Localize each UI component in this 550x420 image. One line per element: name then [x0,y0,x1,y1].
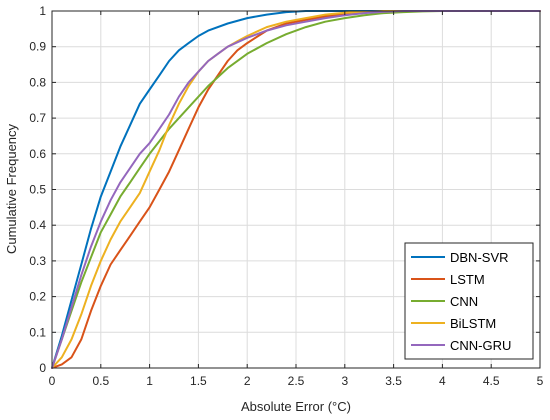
series-line-cnn-gru [51,10,541,369]
x-tick-label: 3.5 [385,374,402,388]
y-tick-label: 0.6 [29,147,46,161]
x-tick-label: 1 [146,374,153,388]
x-tick-label: 5 [537,374,544,388]
axis-ticks: 0 0.5 1 1.5 2 2.5 3 3.5 4 4.5 5 0 0.1 0.2 0.3 0.4 0.5 0.6… [29,4,543,388]
x-tick-label: 1.5 [190,374,207,388]
y-tick-label: 0.5 [29,183,46,197]
y-tick-label: 0.7 [29,111,46,125]
legend-label-dbn-svr: DBN-SVR [450,250,509,265]
x-axis-title: Absolute Error (°C) [241,399,351,414]
x-tick-label: 3 [341,374,348,388]
y-tick-label: 0.4 [29,218,46,232]
series-line-bilstm [51,10,541,369]
legend-label-lstm: LSTM [450,272,485,287]
legend: DBN-SVR LSTM CNN BiLSTM CNN-GRU [404,242,534,360]
y-tick-label: 0 [39,361,46,375]
y-tick-label: 0.1 [29,325,46,339]
y-tick-label: 0.9 [29,40,46,54]
series-line-dbn-svr [51,10,541,369]
legend-label-cnn: CNN [450,294,478,309]
series-line-cnn [51,10,541,369]
x-tick-label: 4.5 [483,374,500,388]
y-axis-title: Cumulative Frequency [4,123,19,254]
legend-label-bilstm: BiLSTM [450,316,496,331]
legend-label-cnn-gru: CNN-GRU [450,338,511,353]
x-tick-label: 2.5 [288,374,305,388]
y-tick-label: 0.2 [29,290,46,304]
y-tick-label: 1 [39,4,46,18]
x-tick-label: 0.5 [92,374,109,388]
x-tick-label: 2 [244,374,251,388]
y-tick-label: 0.3 [29,254,46,268]
series-lines [51,10,541,369]
x-tick-label: 4 [439,374,446,388]
y-tick-label: 0.8 [29,75,46,89]
x-tick-label: 0 [49,374,56,388]
